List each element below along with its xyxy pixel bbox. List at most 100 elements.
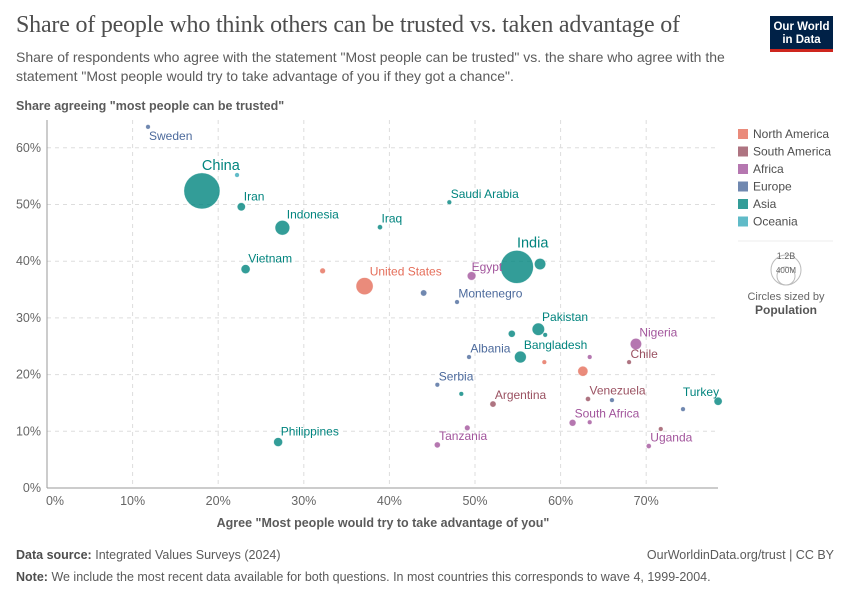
point-label: United States (370, 265, 442, 279)
legend-swatch (738, 199, 748, 209)
y-tick-label: 40% (16, 254, 41, 268)
data-point-south-africa (568, 419, 577, 427)
data-point (508, 329, 516, 338)
data-point-united-states (355, 277, 374, 295)
point-label: Albania (470, 342, 510, 356)
x-tick-label: 40% (377, 494, 402, 508)
data-source: Data source: Integrated Values Surveys (… (16, 548, 281, 562)
data-point (680, 406, 686, 412)
data-point-chile (626, 359, 632, 365)
point-label: Montenegro (458, 287, 522, 301)
point-label: Argentina (495, 388, 547, 402)
point-label: Iraq (381, 212, 402, 226)
point-label: Chile (630, 347, 658, 361)
x-tick-label: 70% (634, 494, 659, 508)
source-text[interactable]: Integrated Values Surveys (2024) (95, 548, 281, 562)
size-legend-small-circle (776, 266, 796, 286)
legend-item: Europe (753, 180, 792, 194)
data-point-uganda (645, 443, 652, 449)
size-legend-small-label: 400M (776, 266, 796, 275)
x-tick-label: 30% (291, 494, 316, 508)
data-point-sweden (145, 124, 151, 130)
size-legend-caption: Circles sized by (747, 291, 825, 303)
legend-swatch (738, 146, 748, 157)
data-point (577, 365, 589, 377)
point-label: Bangladesh (524, 338, 587, 352)
y-tick-label: 20% (16, 368, 41, 382)
scatter-chart: Share agreeing "most people can be trust… (16, 99, 833, 530)
x-axis-label: Agree "Most people would try to take adv… (217, 516, 550, 530)
data-point-serbia (434, 382, 440, 388)
footer-link[interactable]: OurWorldinData.org/trust | CC BY (646, 548, 834, 562)
owid-logo[interactable]: Our World in Data (770, 16, 833, 52)
data-point-indonesia (274, 220, 291, 236)
y-tick-label: 50% (16, 198, 41, 212)
point-label: Turkey (683, 385, 719, 399)
data-point-bangladesh (514, 350, 527, 364)
data-point-vietnam (240, 264, 251, 274)
point-label: Vietnam (248, 252, 292, 266)
x-tick-label: 50% (462, 494, 487, 508)
data-point-turkey (713, 396, 723, 406)
legend-swatch (738, 181, 748, 192)
point-label: China (202, 158, 241, 174)
legend-swatch (738, 216, 748, 227)
data-point (541, 359, 547, 365)
data-point-tanzania (434, 441, 441, 449)
point-label: Nigeria (639, 325, 677, 339)
point-label: Uganda (650, 431, 692, 445)
legend-item: Africa (753, 162, 784, 176)
point-label: Indonesia (287, 207, 339, 221)
data-point-argentina (489, 400, 497, 408)
point-label: Saudi Arabia (451, 187, 519, 201)
note-text: We include the most recent data availabl… (51, 570, 711, 584)
legend-swatch (738, 129, 748, 139)
y-tick-label: 10% (16, 424, 41, 438)
data-point (464, 424, 471, 431)
data-point-saudi-arabia (446, 199, 452, 205)
data-point-iran (236, 202, 246, 212)
data-point (587, 354, 593, 360)
note-label: Note: (16, 570, 48, 584)
point-label: Serbia (439, 370, 474, 384)
data-point-egypt (466, 271, 477, 281)
data-point-nigeria (629, 338, 642, 350)
point-label: Venezuela (590, 383, 646, 397)
legend-item: Oceania (753, 215, 798, 229)
legend-item: South America (753, 145, 831, 159)
data-point (587, 419, 593, 425)
point-label: Pakistan (542, 310, 588, 324)
data-point-pakistan (531, 322, 545, 336)
data-point-china (183, 172, 221, 210)
data-point (534, 258, 547, 270)
data-point-iraq (377, 224, 383, 231)
data-point-montenegro (454, 299, 460, 305)
y-axis-label: Share agreeing "most people can be trust… (16, 99, 284, 113)
x-tick-label: 0% (46, 494, 64, 508)
legend-item: Asia (753, 197, 777, 211)
data-point (319, 267, 326, 274)
data-point (609, 397, 615, 403)
x-tick-label: 60% (548, 494, 573, 508)
y-tick-label: 60% (16, 141, 41, 155)
data-point (458, 391, 464, 397)
point-label: South Africa (575, 406, 640, 420)
legend-item: North America (753, 127, 829, 141)
y-tick-label: 30% (16, 311, 41, 325)
chart-subtitle: Share of respondents who agree with the … (16, 49, 725, 84)
chart-title: Share of people who think others can be … (16, 12, 680, 38)
point-label: Philippines (281, 425, 339, 439)
data-point (234, 172, 240, 178)
point-label: Iran (244, 190, 265, 204)
data-point (420, 289, 428, 297)
y-tick-label: 0% (23, 481, 41, 495)
data-point-india (500, 250, 534, 284)
data-point-albania (466, 354, 472, 360)
x-tick-label: 20% (206, 494, 231, 508)
source-label: Data source: (16, 548, 92, 562)
point-label: Sweden (149, 129, 192, 143)
size-legend-variable: Population (755, 303, 817, 317)
data-point (542, 332, 548, 338)
x-tick-label: 10% (120, 494, 145, 508)
size-legend-large-label: 1.2B (777, 251, 796, 261)
